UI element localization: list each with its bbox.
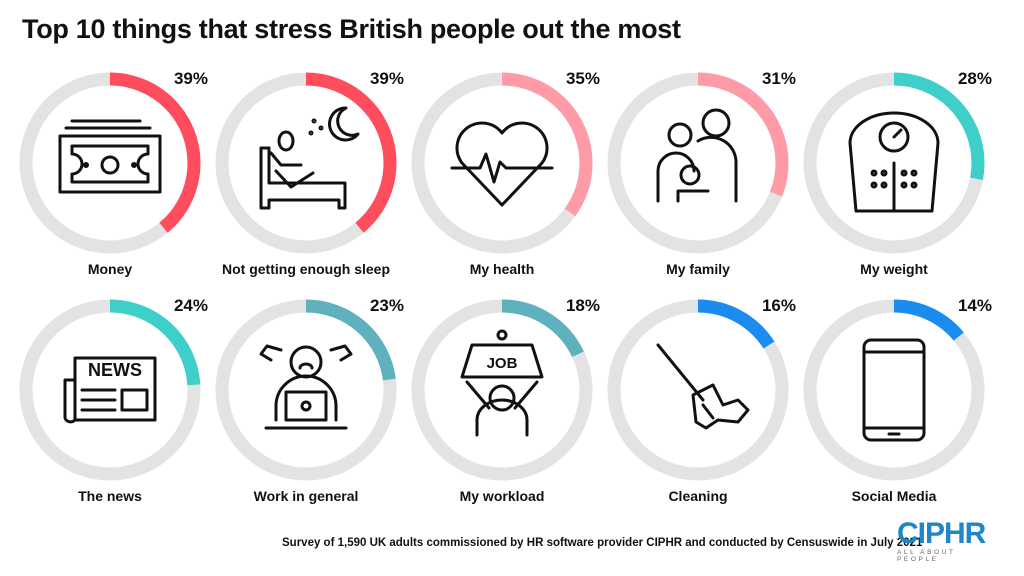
donut-the-news: NEWS 24% The news [19,296,208,504]
donut-cleaning: 16% Cleaning [607,296,796,504]
donut-value-arc [19,299,201,481]
donut-not-getting-enough-sleep: 39% Not getting enough sleep [215,69,404,277]
donut-category-label: Not getting enough sleep [222,261,390,277]
job-weight-icon: JOB [460,329,544,437]
svg-text:JOB: JOB [487,355,518,372]
banknote-icon [58,119,162,194]
donut-percent-label: 28% [958,69,992,88]
donut-value-arc [411,72,593,254]
mop-icon [656,343,750,430]
ciphr-logo: CIPHR ALL ABOUT PEOPLE [897,517,997,564]
donut-category-label: My family [666,261,730,277]
logo-wordmark: CIPHR [897,517,986,550]
donut-work-in-general: 23% Work in general [215,296,404,504]
logo-tagline: ALL ABOUT PEOPLE [897,549,956,563]
donut-my-family: 31% My family [607,69,796,277]
donut-category-label: Social Media [852,488,937,504]
donut-percent-label: 24% [174,296,208,315]
smartphone-icon [862,338,926,442]
stressed-worker-icon [259,344,353,430]
donut-category-label: My weight [860,261,928,277]
donut-category-label: My health [470,261,535,277]
donut-category-label: Cleaning [668,488,727,504]
footer-source-note: Survey of 1,590 UK adults commissioned b… [282,537,923,549]
donut-percent-label: 14% [958,296,992,315]
donut-percent-label: 31% [762,69,796,88]
newspaper-icon: NEWS [63,356,157,424]
donut-social-media: 14% Social Media [803,296,992,504]
donut-percent-label: 23% [370,296,404,315]
donut-category-label: My workload [460,488,545,504]
donut-money: 39% Money [19,69,208,277]
donut-percent-label: 35% [566,69,600,88]
donut-value-arc [607,72,789,254]
bed-moon-icon [259,106,360,210]
chart-title: Top 10 things that stress British people… [22,14,681,44]
donut-value-arc [803,299,985,481]
donut-category-label: Work in general [254,488,359,504]
donut-percent-label: 39% [370,69,404,88]
donut-category-label: The news [78,488,142,504]
donut-value-arc [607,299,789,481]
family-icon [656,108,738,203]
donut-value-arc [215,72,397,254]
donut-my-health: 35% My health [411,69,600,277]
donut-percent-label: 16% [762,296,796,315]
donut-value-arc [411,299,593,481]
donut-percent-label: 18% [566,296,600,315]
donut-value-arc [803,72,985,254]
donut-value-arc [19,72,201,254]
scale-icon [848,111,940,213]
donut-percent-label: 39% [174,69,208,88]
donut-category-label: Money [88,261,133,277]
heartbeat-icon [450,121,554,207]
donut-my-workload: JOB 18% My workload [411,296,600,504]
svg-text:NEWS: NEWS [88,360,142,380]
donut-my-weight: 28% My weight [803,69,992,277]
donut-value-arc [215,299,397,481]
